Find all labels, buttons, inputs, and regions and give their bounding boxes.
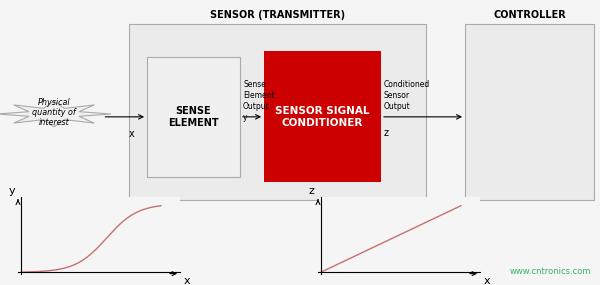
Text: y: y (8, 186, 15, 196)
Polygon shape (0, 101, 111, 127)
Text: z: z (384, 127, 389, 138)
Text: x: x (183, 276, 190, 285)
Text: www.cntronics.com: www.cntronics.com (509, 267, 591, 276)
Text: Physical
quantity of
interest: Physical quantity of interest (32, 98, 76, 127)
FancyBboxPatch shape (129, 24, 426, 200)
Text: CONTROLLER: CONTROLLER (493, 10, 566, 20)
Text: z: z (308, 186, 314, 196)
Text: SENSOR (TRANSMITTER): SENSOR (TRANSMITTER) (210, 10, 345, 20)
Text: SENSOR SIGNAL
CONDITIONER: SENSOR SIGNAL CONDITIONER (275, 106, 370, 128)
Text: SENSE
ELEMENT: SENSE ELEMENT (168, 106, 219, 128)
FancyBboxPatch shape (147, 57, 240, 177)
Text: x: x (129, 129, 135, 139)
Text: x: x (483, 276, 490, 285)
FancyBboxPatch shape (465, 24, 594, 200)
Text: Conditioned
Sensor
Output: Conditioned Sensor Output (384, 80, 430, 111)
FancyBboxPatch shape (264, 51, 381, 182)
Text: Sense
Element
Output
y: Sense Element Output y (243, 80, 275, 122)
